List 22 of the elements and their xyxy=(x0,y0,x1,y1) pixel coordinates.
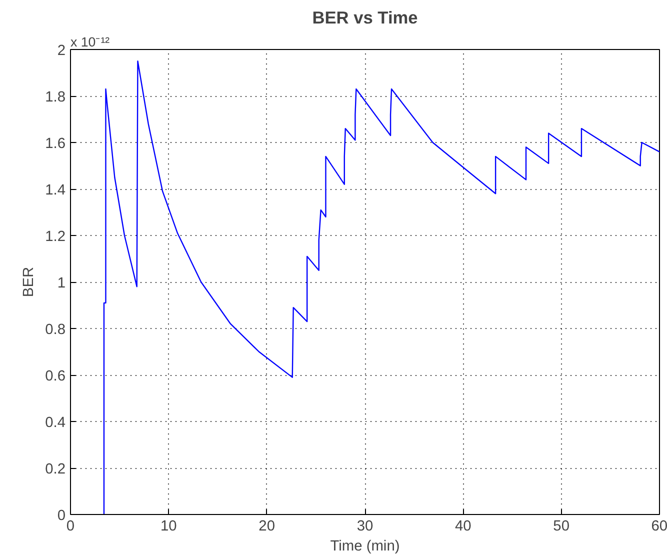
x-tick-label: 40 xyxy=(455,518,472,534)
y-axis-title: BER xyxy=(21,266,38,298)
x-tick-label: 60 xyxy=(651,518,667,534)
y-tick-label: 0.4 xyxy=(45,415,66,431)
y-tick-label: 1 xyxy=(57,276,66,292)
y-tick-label: 0.2 xyxy=(45,462,66,478)
y-tick-label: 1.8 xyxy=(45,90,66,106)
chart-title: BER vs Time xyxy=(312,8,418,28)
y-tick-label: 0 xyxy=(57,508,66,524)
y-tick-label: 1.4 xyxy=(45,182,66,198)
y-tick-label: 1.2 xyxy=(45,229,66,245)
y-tick-label: 0.6 xyxy=(45,368,66,384)
x-tick-label: 30 xyxy=(356,518,374,534)
x-tick-label: 10 xyxy=(160,518,177,534)
x-axis-title: Time (min) xyxy=(330,538,400,554)
y-tick-label: 2 xyxy=(57,43,66,59)
text: x 10⁻¹² xyxy=(70,34,110,50)
y-tick-label: 0.8 xyxy=(45,322,66,338)
y-tick-label: 1.6 xyxy=(45,136,66,152)
x-tick-label: 50 xyxy=(553,518,570,534)
line-series xyxy=(103,60,660,514)
x-tick-label: 20 xyxy=(258,518,275,534)
